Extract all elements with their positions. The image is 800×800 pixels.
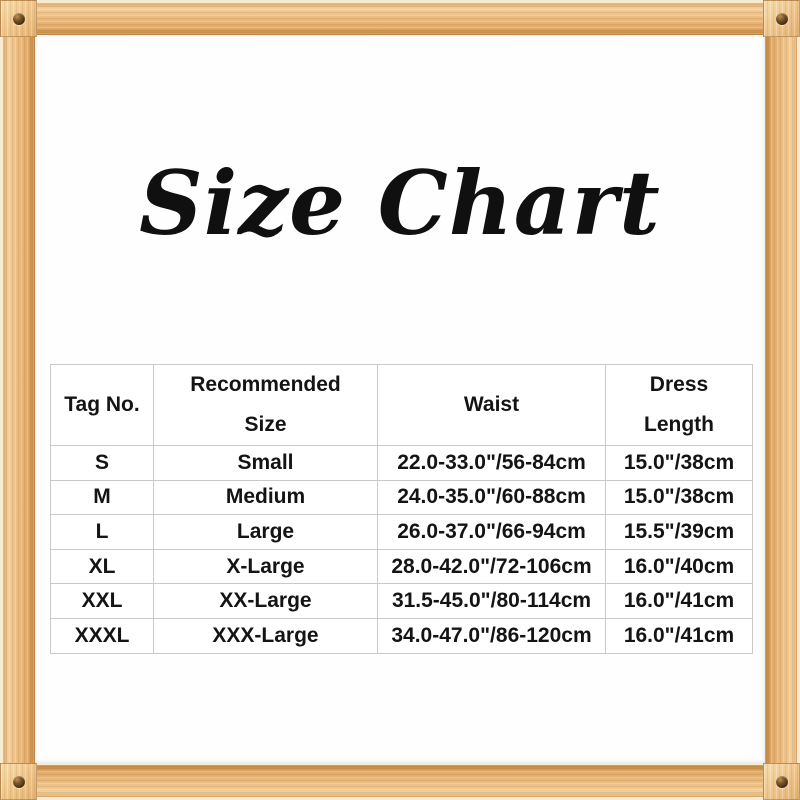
cell-waist: 26.0-37.0"/66-94cm (377, 514, 606, 550)
screw-icon (12, 775, 25, 788)
table-row: S Small 22.0-33.0"/56-84cm 15.0"/38cm (50, 445, 753, 481)
header-cell-tag-no: Tag No. (50, 364, 154, 446)
cell-waist: 34.0-47.0"/86-120cm (377, 617, 606, 654)
cell-length: 15.0"/38cm (605, 445, 753, 481)
header-cell-recommended-size: Recommended Size (153, 364, 378, 446)
cell-size: Large (153, 514, 378, 550)
cell-waist: 28.0-42.0"/72-106cm (377, 548, 606, 585)
frame-left-bar (3, 0, 35, 800)
cell-length: 16.0"/41cm (605, 583, 753, 619)
cell-waist: 24.0-35.0"/60-88cm (377, 479, 606, 516)
cell-tag: XXXL (50, 617, 154, 654)
cell-size: X-Large (153, 548, 378, 585)
cell-length: 16.0"/40cm (605, 548, 753, 585)
cell-length: 15.5"/39cm (605, 514, 753, 550)
cell-tag: XXL (50, 583, 154, 619)
cell-size: Medium (153, 479, 378, 516)
cell-size: XXX-Large (153, 617, 378, 654)
table-header-row: Tag No. Recommended Size Waist Dress Len… (50, 364, 753, 446)
frame-corner-bottom-left (0, 763, 37, 800)
cell-tag: L (50, 514, 154, 550)
frame-right-bar (765, 0, 797, 800)
cell-waist: 31.5-45.0"/80-114cm (377, 583, 606, 619)
screw-icon (775, 775, 788, 788)
frame-corner-top-left (0, 0, 37, 37)
cell-tag: S (50, 445, 154, 481)
frame-corner-bottom-right (763, 763, 800, 800)
cell-length: 15.0"/38cm (605, 479, 753, 516)
cell-size: Small (153, 445, 378, 481)
header-cell-dress-length: Dress Length (605, 364, 753, 446)
cell-waist: 22.0-33.0"/56-84cm (377, 445, 606, 481)
table-row: L Large 26.0-37.0"/66-94cm 15.5"/39cm (50, 514, 753, 550)
screw-icon (12, 12, 25, 25)
page-title: Size Chart (139, 151, 661, 255)
cell-size: XX-Large (153, 583, 378, 619)
size-table: Tag No. Recommended Size Waist Dress Len… (50, 364, 753, 654)
table-row: M Medium 24.0-35.0"/60-88cm 15.0"/38cm (50, 479, 753, 516)
frame-bottom-bar (0, 765, 800, 797)
cell-tag: M (50, 479, 154, 516)
cell-tag: XL (50, 548, 154, 585)
frame-top-bar (0, 3, 800, 35)
header-cell-waist: Waist (377, 364, 606, 446)
frame-corner-top-right (763, 0, 800, 37)
screw-icon (775, 12, 788, 25)
cell-length: 16.0"/41cm (605, 617, 753, 654)
table-row: XXL XX-Large 31.5-45.0"/80-114cm 16.0"/4… (50, 583, 753, 619)
table-row: XXXL XXX-Large 34.0-47.0"/86-120cm 16.0"… (50, 617, 753, 654)
table-row: XL X-Large 28.0-42.0"/72-106cm 16.0"/40c… (50, 548, 753, 585)
